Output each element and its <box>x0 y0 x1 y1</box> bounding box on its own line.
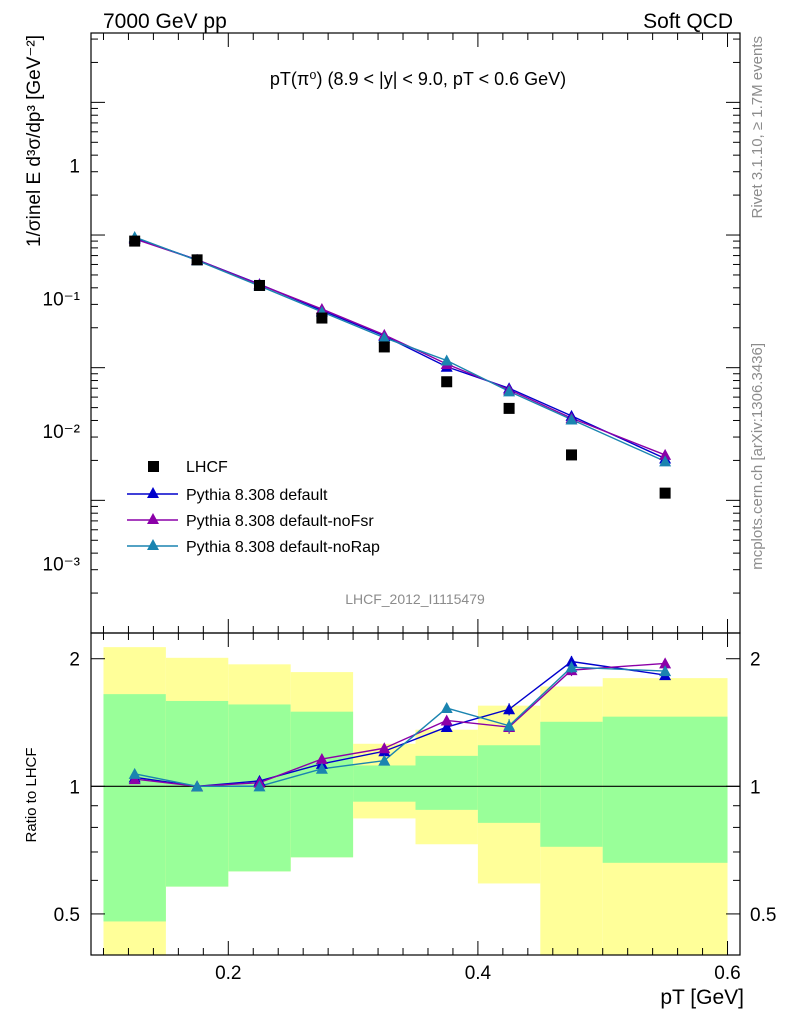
data-point-lhcf <box>191 254 203 266</box>
ratio-point-series-0 <box>503 703 516 715</box>
rivet-label: Rivet 3.1.10, ≥ 1.7M events <box>749 36 766 219</box>
main-series <box>128 230 672 499</box>
legend-marker-norap <box>147 539 159 550</box>
green-band-7 <box>540 721 603 847</box>
green-band-3 <box>290 711 354 858</box>
ratio-panel-frame <box>90 632 741 956</box>
green-band-5 <box>415 755 478 810</box>
ratio-point-series-2 <box>191 780 204 792</box>
mcplots-label: mcplots.cern.ch [arXiv:1306.3436] <box>749 343 766 570</box>
plot-title: pT(π⁰) (8.9 < |y| < 9.0, pT < 0.6 GeV) <box>270 69 566 89</box>
data-point-lhcf <box>129 235 141 247</box>
ratio-xtick-label: 0.4 <box>465 963 492 984</box>
header-category: Soft QCD <box>643 10 733 33</box>
main-point-series-2 <box>659 448 672 460</box>
ratio-ytick-label-right: 1 <box>750 777 761 798</box>
ratio-ytick-label-left: 2 <box>69 650 80 671</box>
ratio-point-series-0 <box>565 655 578 667</box>
data-point-lhcf <box>441 376 453 388</box>
ratio-uncertainty-bands <box>103 647 728 955</box>
x-axis-label: pT [GeV] <box>660 986 744 1009</box>
ratio-point-series-0 <box>440 721 453 733</box>
main-line-series-3 <box>134 236 666 463</box>
legend-marker-nofsr <box>147 513 159 524</box>
ratio-ytick-label-left: 0.5 <box>54 905 80 926</box>
data-point-lhcf <box>378 341 390 353</box>
ratio-xtick-label: 0.2 <box>215 963 241 984</box>
ratio-point-series-2 <box>440 702 453 714</box>
analysis-tag: LHCF_2012_I1115479 <box>345 591 485 607</box>
ratio-point-series-1 <box>378 742 391 754</box>
main-ytick-label: 10⁻¹ <box>43 289 81 310</box>
data-point-lhcf <box>316 312 328 324</box>
ratio-axis-ticks: 0.5 0.5 1 1 2 2 0.2 0.4 0.6 <box>54 633 776 984</box>
main-point-series-3 <box>565 413 578 425</box>
green-band-1 <box>165 700 229 887</box>
data-point-lhcf <box>566 449 578 461</box>
green-band-0 <box>103 694 166 922</box>
legend: LHCF Pythia 8.308 default Pythia 8.308 d… <box>127 459 380 556</box>
green-band-6 <box>477 745 541 823</box>
ratio-ytick-label-right: 2 <box>750 650 761 671</box>
main-ytick-label: 1 <box>69 157 80 178</box>
ratio-point-series-2 <box>253 780 266 792</box>
ratio-series <box>128 655 672 792</box>
y-axis-label-ratio: Ratio to LHCF <box>23 747 40 842</box>
data-point-lhcf <box>253 279 265 291</box>
main-point-series-3 <box>378 331 391 343</box>
main-point-series-3 <box>503 385 516 397</box>
ratio-ytick-label-right: 0.5 <box>750 905 776 926</box>
green-band-4 <box>353 765 416 802</box>
ratio-point-series-2 <box>659 665 672 677</box>
ratio-point-series-2 <box>565 661 578 673</box>
ratio-point-series-2 <box>503 719 516 731</box>
main-axis-ticks: 10⁻³ 10⁻² 10⁻¹ 1 <box>43 33 740 634</box>
legend-label-default: Pythia 8.308 default <box>186 487 328 504</box>
data-point-lhcf <box>503 402 515 414</box>
main-point-series-3 <box>659 455 672 467</box>
main-point-series-3 <box>440 354 453 366</box>
data-point-lhcf <box>659 487 671 499</box>
ratio-point-series-1 <box>659 657 672 669</box>
legend-marker-lhcf <box>148 461 159 472</box>
ratio-point-series-2 <box>315 762 328 774</box>
main-ytick-label: 10⁻² <box>43 422 81 443</box>
ratio-point-series-1 <box>315 753 328 765</box>
ratio-point-series-2 <box>378 754 391 766</box>
legend-label-lhcf: LHCF <box>186 459 228 476</box>
y-axis-label-main: 1/σinel E d³σ/dp³ [GeV⁻²] <box>24 35 45 247</box>
header-energy: 7000 GeV pp <box>103 10 227 33</box>
green-band-8 <box>602 716 728 863</box>
ratio-point-series-2 <box>128 767 141 779</box>
ratio-xtick-label: 0.6 <box>714 963 740 984</box>
legend-marker-default <box>147 487 159 498</box>
main-ytick-label: 10⁻³ <box>43 555 81 576</box>
legend-label-norap: Pythia 8.308 default-noRap <box>186 539 380 556</box>
ratio-point-series-1 <box>440 714 453 726</box>
legend-label-nofsr: Pythia 8.308 default-noFsr <box>186 513 374 530</box>
ratio-ytick-label-left: 1 <box>69 777 80 798</box>
